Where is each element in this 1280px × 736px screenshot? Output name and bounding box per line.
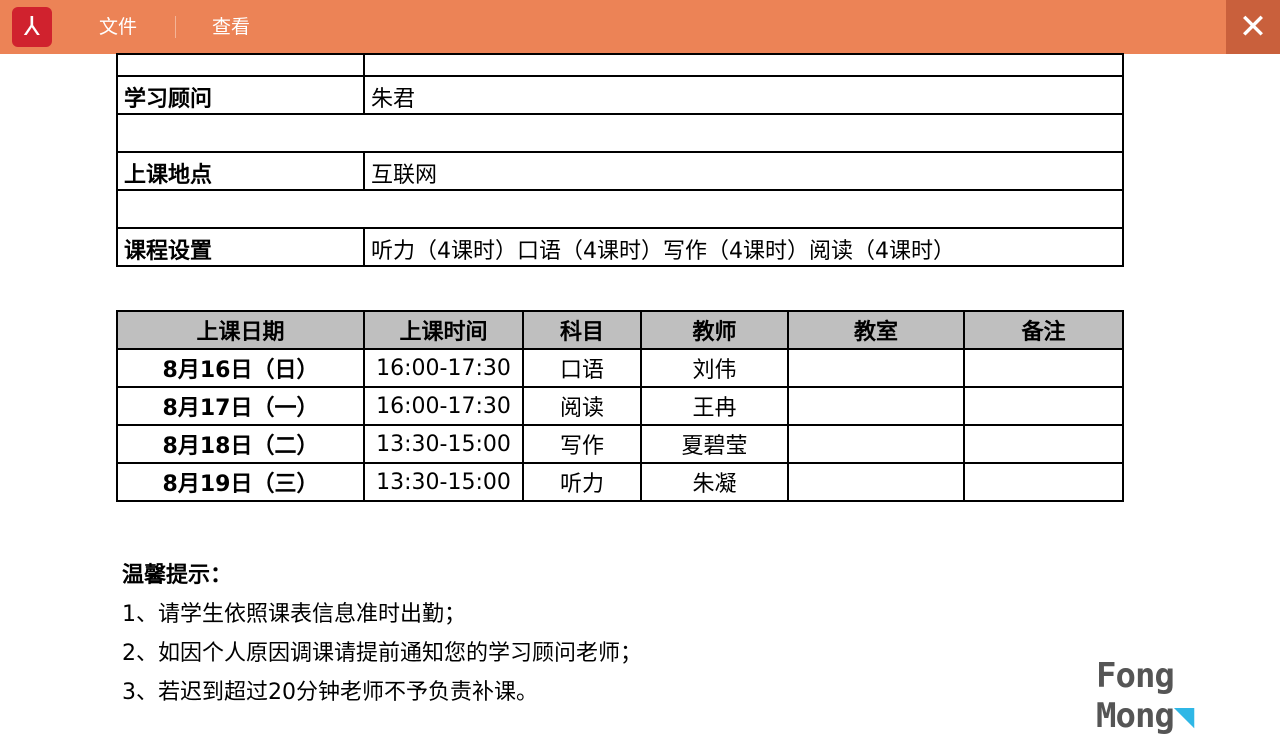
info-blank — [116, 189, 1124, 229]
info-value — [363, 53, 1124, 77]
acrobat-icon[interactable]: ⅄ — [12, 7, 52, 47]
info-label — [116, 53, 365, 77]
info-label: 课程设置 — [116, 227, 365, 267]
cell-room — [787, 386, 965, 426]
notes: 温馨提示： 1、请学生依照课表信息准时出勤； 2、如因个人原因调课请提前通知您的… — [122, 556, 642, 712]
cell-time: 16:00-17:30 — [363, 386, 524, 426]
info-label: 上课地点 — [116, 151, 365, 191]
cell-teacher: 王冉 — [640, 386, 789, 426]
cell-time: 13:30-15:00 — [363, 424, 524, 464]
header-notes: 备注 — [963, 310, 1124, 350]
cell-room — [787, 424, 965, 464]
notes-title: 温馨提示： — [122, 563, 233, 588]
header-time: 上课时间 — [363, 310, 524, 350]
divider — [175, 16, 176, 38]
info-value: 互联网 — [363, 151, 1124, 191]
table-row: 8月19日（三） 13:30-15:00 听力 朱凝 — [116, 462, 1124, 502]
dolphin-icon: ◥ — [1173, 696, 1195, 736]
menu-view[interactable]: 查看 — [212, 16, 251, 38]
header-teacher: 教师 — [640, 310, 789, 350]
cell-subject: 听力 — [522, 462, 642, 502]
info-value: 朱君 — [363, 75, 1124, 115]
header-subject: 科目 — [522, 310, 642, 350]
cell-date: 8月17日（一） — [116, 386, 365, 426]
note-item: 3、若迟到超过20分钟老师不予负责补课。 — [122, 680, 538, 705]
cell-subject: 阅读 — [522, 386, 642, 426]
info-blank — [116, 113, 1124, 153]
cell-teacher: 刘伟 — [640, 348, 789, 388]
cell-teacher: 夏碧莹 — [640, 424, 789, 464]
cell-subject: 写作 — [522, 424, 642, 464]
top-bar: ⅄ 文件 查看 ✕ — [0, 0, 1280, 54]
info-table: 学习顾问 朱君 上课地点 互联网 课程设置 听力（4课时）口语（4课时）写作（4课时）… — [116, 53, 1124, 267]
header-room: 教室 — [787, 310, 965, 350]
note-item: 2、如因个人原因调课请提前通知您的学习顾问老师； — [122, 641, 642, 666]
table-row: 8月18日（二） 13:30-15:00 写作 夏碧莹 — [116, 424, 1124, 464]
cell-date: 8月16日（日） — [116, 348, 365, 388]
menu-file[interactable]: 文件 — [99, 16, 138, 38]
cell-time: 16:00-17:30 — [363, 348, 524, 388]
cell-date: 8月19日（三） — [116, 462, 365, 502]
cell-subject: 口语 — [522, 348, 642, 388]
brand-logo: Fong Mong◥ — [1096, 656, 1195, 736]
table-row: 8月17日（一） 16:00-17:30 阅读 王冉 — [116, 386, 1124, 426]
cell-notes — [963, 462, 1124, 502]
schedule-table: 上课日期 上课时间 科目 教师 教室 备注 8月16日（日） 16:00-17:3… — [116, 310, 1124, 502]
cell-notes — [963, 424, 1124, 464]
close-icon[interactable]: ✕ — [1226, 0, 1280, 54]
header-date: 上课日期 — [116, 310, 365, 350]
note-item: 1、请学生依照课表信息准时出勤； — [122, 602, 466, 627]
cell-room — [787, 462, 965, 502]
cell-notes — [963, 386, 1124, 426]
cell-notes — [963, 348, 1124, 388]
table-row: 8月16日（日） 16:00-17:30 口语 刘伟 — [116, 348, 1124, 388]
cell-teacher: 朱凝 — [640, 462, 789, 502]
cell-time: 13:30-15:00 — [363, 462, 524, 502]
cell-room — [787, 348, 965, 388]
info-label: 学习顾问 — [116, 75, 365, 115]
info-value: 听力（4课时）口语（4课时）写作（4课时）阅读（4课时） — [363, 227, 1124, 267]
cell-date: 8月18日（二） — [116, 424, 365, 464]
